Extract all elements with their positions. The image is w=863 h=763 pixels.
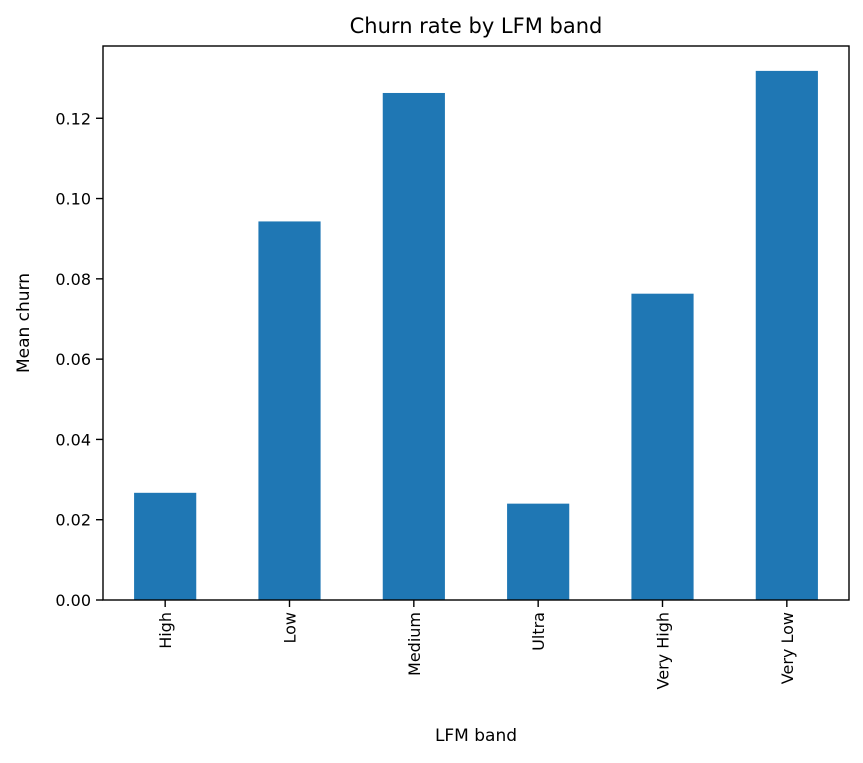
y-tick-label: 0.06 [55,350,91,369]
y-axis-ticks: 0.00 0.02 0.04 0.06 0.08 0.10 0.12 [55,109,103,610]
x-tick-label: Low [281,612,300,644]
y-tick-label: 0.00 [55,591,91,610]
x-tick-label: Very Low [778,612,797,684]
plot-frame [102,45,850,601]
x-tick-label: High [156,612,175,649]
y-tick-label: 0.02 [55,511,91,530]
bar-very-low [755,70,818,600]
bar-ultra [507,503,570,600]
x-tick-label: Very High [654,612,673,689]
bar-low [258,221,321,600]
bars-layer [134,70,818,600]
y-tick-label: 0.04 [55,430,91,449]
y-tick-label: 0.12 [55,109,91,128]
y-axis-label: Mean churn [14,273,34,373]
x-tick-label: Medium [405,612,424,676]
chart-title: Churn rate by LFM band [350,14,603,38]
y-tick-label: 0.08 [55,270,91,289]
bar-high [134,492,197,600]
bar-medium [382,92,445,600]
y-tick-label: 0.10 [55,190,91,209]
x-axis-ticks: High Low Medium Ultra Very High Very Low [156,600,797,689]
x-axis-label: LFM band [435,726,517,746]
x-tick-label: Ultra [529,612,548,651]
bar-very-high [631,293,694,600]
